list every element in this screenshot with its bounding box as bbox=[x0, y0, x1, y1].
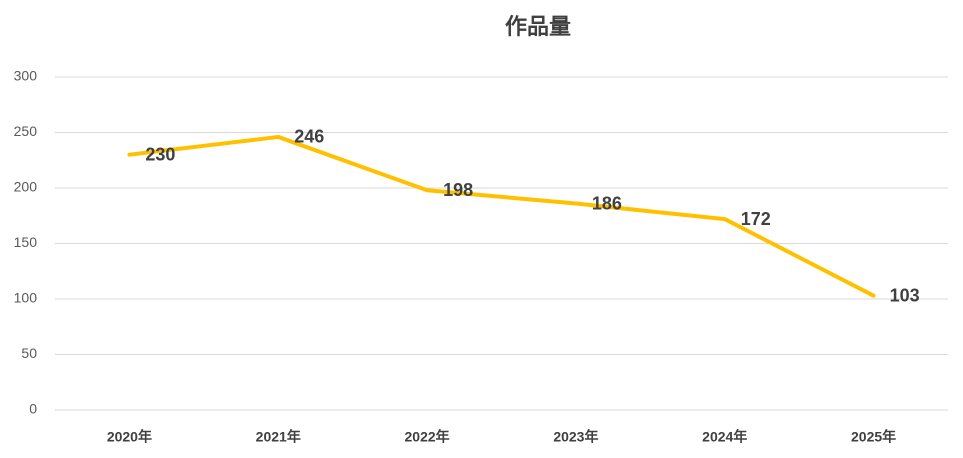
x-tick-label: 2024年 bbox=[702, 429, 747, 445]
data-label: 172 bbox=[741, 209, 771, 229]
data-line bbox=[127, 134, 876, 298]
data-label: 198 bbox=[443, 180, 473, 200]
y-tick-label: 250 bbox=[14, 123, 38, 139]
data-label: 103 bbox=[890, 285, 920, 305]
x-tick-label: 2021年 bbox=[256, 429, 301, 445]
x-tick-label: 2025年 bbox=[851, 429, 896, 445]
y-tick-label: 50 bbox=[21, 345, 37, 361]
data-label: 230 bbox=[145, 144, 175, 164]
data-label: 186 bbox=[592, 193, 622, 213]
x-tick-label: 2020年 bbox=[107, 429, 152, 445]
y-tick-label: 0 bbox=[29, 401, 37, 417]
y-tick-label: 150 bbox=[14, 234, 38, 250]
y-tick-label: 200 bbox=[14, 179, 38, 195]
data-label: 246 bbox=[294, 127, 324, 147]
y-tick-label: 100 bbox=[14, 290, 38, 306]
chart-title: 作品量 bbox=[505, 14, 571, 39]
x-tick-label: 2022年 bbox=[405, 429, 450, 445]
y-tick-label: 300 bbox=[14, 68, 38, 84]
x-tick-label: 2023年 bbox=[553, 429, 598, 445]
